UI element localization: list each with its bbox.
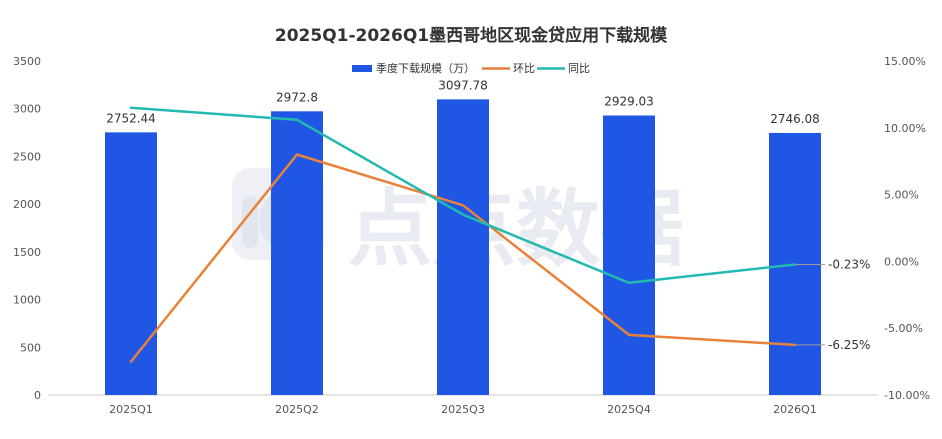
- y-right-tick-label: 0.00%: [884, 255, 919, 268]
- y-right-tick-label: 15.00%: [884, 55, 926, 68]
- y-left-tick-label: 3500: [13, 55, 41, 68]
- legend-swatch-downloads: [352, 65, 372, 72]
- bar-data-label: 2746.08: [770, 112, 820, 126]
- bar: [105, 132, 157, 396]
- line-series: [129, 106, 797, 363]
- x-tick-label: 2026Q1: [773, 403, 817, 416]
- legend-label-qoq: 环比: [513, 62, 535, 75]
- x-tick-label: 2025Q3: [441, 403, 485, 416]
- bar-data-labels: 2752.44 2972.8 3097.78 2929.03 2746.08: [106, 78, 820, 126]
- y-left-tick-label: 2500: [13, 150, 41, 163]
- x-tick-label: 2025Q4: [607, 403, 651, 416]
- y-left-tick-label: 1000: [13, 294, 41, 307]
- legend-label-downloads: 季度下载规模（万）: [376, 61, 475, 75]
- y-right-tick-label: -5.00%: [884, 322, 923, 335]
- y-left-tick-label: 1500: [13, 246, 41, 259]
- bar-data-label: 2972.8: [276, 90, 318, 104]
- x-tick-label: 2025Q1: [109, 403, 153, 416]
- y-left-tick-label: 3000: [13, 103, 41, 116]
- y-left-tick-label: 2000: [13, 198, 41, 211]
- legend-label-yoy: 同比: [568, 62, 590, 75]
- yoy-line: [129, 106, 797, 285]
- bar-data-label: 3097.78: [438, 78, 488, 92]
- y-axis-right: -10.00% -5.00% 0.00% 5.00% 10.00% 15.00%: [884, 55, 930, 402]
- bar-data-label: 2752.44: [106, 111, 156, 125]
- callout-label: -0.23%: [828, 257, 870, 271]
- qoq-line: [129, 153, 797, 363]
- line-end-callouts: -6.25% -0.23%: [795, 257, 870, 352]
- callout-label: -6.25%: [828, 338, 870, 352]
- chart-title: 2025Q1-2026Q1墨西哥地区现金贷应用下载规模: [275, 25, 668, 46]
- x-axis: 2025Q1 2025Q2 2025Q3 2025Q4 2026Q1: [109, 403, 817, 416]
- y-right-tick-label: 10.00%: [884, 122, 926, 135]
- bar-series: [105, 99, 821, 396]
- bar-data-label: 2929.03: [604, 94, 654, 108]
- y-left-tick-label: 500: [20, 341, 41, 354]
- y-right-tick-label: -10.00%: [884, 389, 930, 402]
- x-tick-label: 2025Q2: [275, 403, 319, 416]
- y-left-tick-label: 0: [34, 389, 41, 402]
- y-right-tick-label: 5.00%: [884, 189, 919, 202]
- legend: 季度下载规模（万） 环比 同比: [352, 61, 590, 75]
- bar: [437, 99, 489, 396]
- bar: [603, 115, 655, 396]
- y-axis-left: 0 500 1000 1500 2000 2500 3000 3500: [13, 55, 41, 402]
